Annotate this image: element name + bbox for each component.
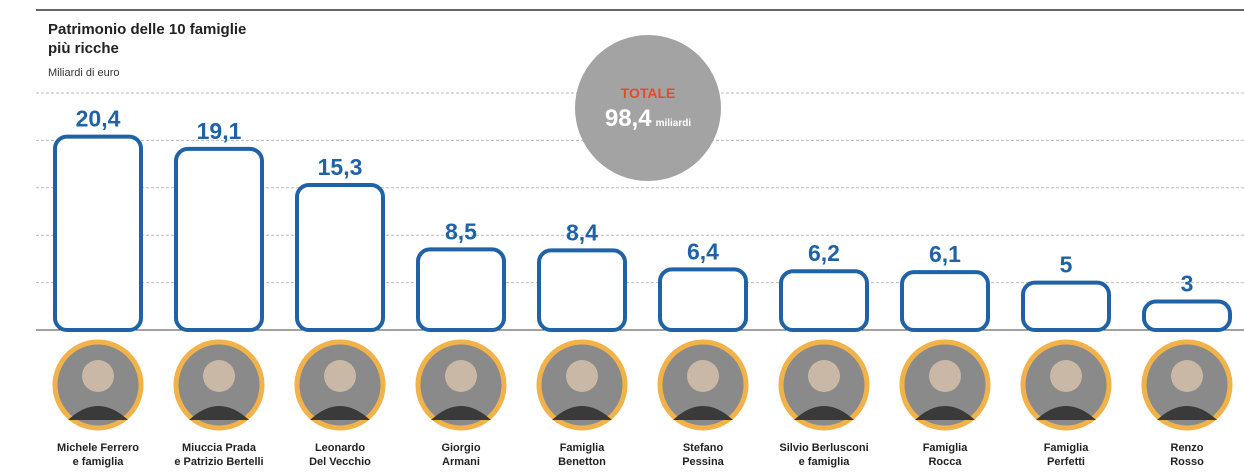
chart-subtitle: Miliardi di euro	[48, 67, 120, 79]
value-label: 6,4	[687, 238, 719, 264]
portrait-head	[808, 360, 840, 392]
x-tick-label: Michele Ferrero e famiglia	[38, 441, 158, 469]
bar	[418, 249, 504, 330]
chart-title: Patrimonio delle 10 famiglie più ricche	[48, 20, 246, 58]
bar	[55, 137, 141, 330]
value-label: 8,5	[445, 218, 477, 244]
page: TOTALE 98,4 miliardi 20,4 19,1 15,3 8,5 8,4 6,4 6…	[0, 0, 1244, 476]
value-label: 5	[1060, 252, 1073, 278]
bar	[660, 269, 746, 330]
portrait-head	[687, 360, 719, 392]
value-label: 20,4	[76, 106, 121, 132]
value-label: 8,4	[566, 219, 598, 245]
bar	[902, 272, 988, 330]
bar	[1144, 302, 1230, 330]
total-unit: miliardi	[656, 118, 692, 129]
x-tick-label: Renzo Rosso	[1127, 441, 1244, 469]
total-label: TOTALE	[621, 85, 676, 101]
x-tick-label: Giorgio Armani	[401, 441, 521, 469]
value-label: 6,1	[929, 241, 961, 267]
portrait-head	[929, 360, 961, 392]
portrait-head	[566, 360, 598, 392]
value-label: 19,1	[197, 118, 242, 144]
chart: TOTALE 98,4 miliardi 20,4 19,1 15,3 8,5 8,4 6,4 6…	[0, 0, 1244, 476]
portrait-head	[82, 360, 114, 392]
value-label: 3	[1181, 271, 1194, 297]
x-tick-label: Stefano Pessina	[643, 441, 763, 469]
portrait-head	[203, 360, 235, 392]
x-tick-label: Miuccia Prada e Patrizio Bertelli	[159, 441, 279, 469]
x-tick-label: Famiglia Perfetti	[1006, 441, 1126, 469]
value-label: 6,2	[808, 240, 840, 266]
portrait-head	[1050, 360, 1082, 392]
bar	[176, 149, 262, 330]
x-tick-label: Silvio Berlusconi e famiglia	[764, 441, 884, 469]
portrait-head	[1171, 360, 1203, 392]
x-tick-label: Leonardo Del Vecchio	[280, 441, 400, 469]
bar	[781, 271, 867, 330]
bar	[539, 250, 625, 330]
bar	[1023, 283, 1109, 330]
value-label: 15,3	[318, 154, 363, 180]
x-tick-label: Famiglia Rocca	[885, 441, 1005, 469]
x-tick-label: Famiglia Benetton	[522, 441, 642, 469]
total-value-label: 98,4	[605, 105, 652, 132]
portrait-head	[324, 360, 356, 392]
portrait-head	[445, 360, 477, 392]
bar	[297, 185, 383, 330]
